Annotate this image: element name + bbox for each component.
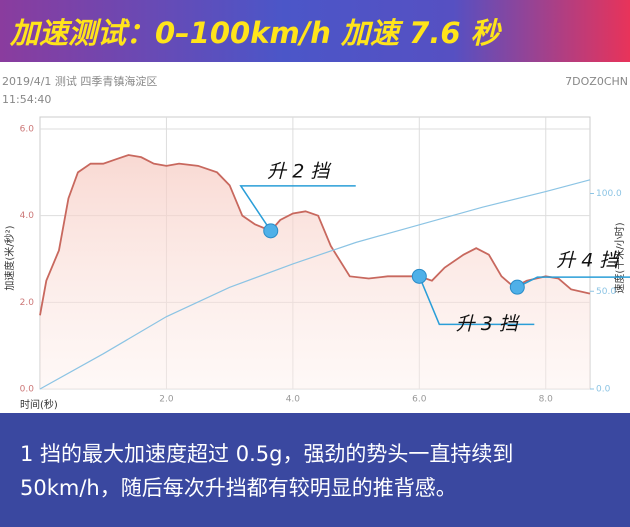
info-time: 11:54:40	[2, 93, 51, 106]
y-tick-label: 2.0	[20, 298, 35, 308]
y-axis-label: 加速度(米/秒²)	[3, 225, 16, 290]
banner: 加速测试：0–100km/h 加速 7.6 秒	[0, 0, 630, 62]
y-tick-label: 0.0	[20, 385, 35, 395]
shift-marker	[509, 279, 525, 295]
annotation-label: 升 4 挡	[556, 250, 621, 272]
x-tick-label: 6.0	[412, 395, 427, 405]
y2-axis-label: 速度(千米/小时)	[613, 222, 626, 293]
x-tick-label: 2.0	[159, 395, 174, 405]
leader-line	[239, 185, 356, 232]
x-axis-label: 时间(秒)	[20, 398, 58, 411]
info-right: 7DOZ0CHN	[565, 75, 628, 88]
series-line	[39, 179, 591, 390]
title: 加速测试：0–100km/h 加速 7.6 秒	[10, 16, 500, 50]
y2-tick-label: 100.0	[596, 189, 622, 199]
series-line	[39, 154, 591, 316]
info-left: 2019/4/1 测试 四季青镇海淀区	[2, 74, 157, 88]
caption-line: 1 挡的最大加速度超过 0.5g，强劲的势头一直持续到	[20, 442, 514, 466]
annotation-label: 升 3 挡	[456, 313, 521, 335]
y-tick-label: 4.0	[20, 211, 35, 221]
shift-marker	[263, 223, 279, 239]
y-tick-label: 6.0	[20, 125, 35, 135]
caption: 1 挡的最大加速度超过 0.5g，强劲的势头一直持续到 50km/h，随后每次升…	[0, 413, 630, 527]
shift-marker	[411, 268, 427, 284]
area-fill	[40, 155, 590, 389]
caption-line: 50km/h，随后每次升挡都有较明显的推背感。	[20, 476, 457, 500]
chart: 2019/4/1 测试 四季青镇海淀区 7DOZ0CHN 11:54:40 加速…	[2, 74, 630, 411]
leader-line	[418, 276, 535, 326]
y2-tick-label: 0.0	[596, 385, 611, 395]
annotation-label: 升 2 挡	[267, 160, 332, 182]
x-tick-label: 8.0	[539, 395, 554, 405]
x-tick-label: 4.0	[286, 395, 301, 405]
y2-tick-label: 50.0	[596, 287, 616, 297]
